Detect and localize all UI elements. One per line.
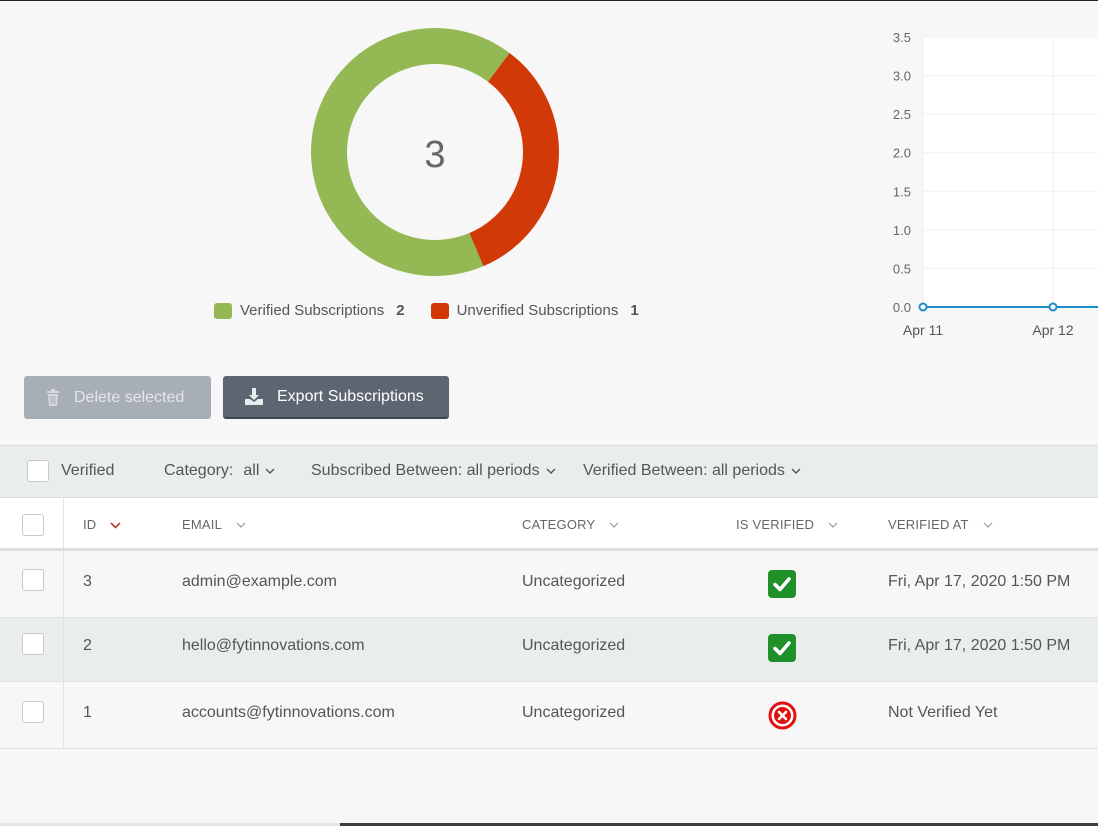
series-point[interactable] xyxy=(918,302,928,312)
subscriptions-table: ID EMAIL CATEGORY IS VERIFIED VERIFIED A… xyxy=(0,498,1098,749)
row-select-cell xyxy=(0,551,64,617)
chevron-down-icon xyxy=(791,462,801,480)
chevron-down-icon xyxy=(236,517,246,532)
top-border xyxy=(0,0,1098,1)
row-checkbox[interactable] xyxy=(22,569,44,591)
row-select-cell xyxy=(0,682,64,748)
y-tick-label: 2.5 xyxy=(893,107,911,122)
row-email: hello@fytinnovations.com xyxy=(182,637,365,654)
row-verified-at: Fri, Apr 17, 2020 1:50 PM xyxy=(888,573,1071,590)
sort-desc-icon xyxy=(110,517,121,532)
row-id: 2 xyxy=(83,637,92,654)
x-axis-ticks: Apr 11 Apr 12 xyxy=(903,37,1074,338)
line-chart-plot-area xyxy=(923,37,1098,307)
category-filter-dropdown[interactable]: Category: all xyxy=(164,462,275,480)
y-tick-label: 3.5 xyxy=(893,30,911,45)
y-tick-label: 0.5 xyxy=(893,261,911,276)
chevron-down-icon xyxy=(983,517,993,532)
table-row[interactable]: 1 accounts@fytinnovations.com Uncategori… xyxy=(0,682,1098,749)
column-header-is-verified-label: IS VERIFIED xyxy=(736,517,815,532)
y-tick-label: 3.0 xyxy=(893,69,911,84)
verified-check-icon xyxy=(768,634,796,667)
row-verified-at: Fri, Apr 17, 2020 1:50 PM xyxy=(888,637,1071,654)
row-verified-at: Not Verified Yet xyxy=(888,704,998,721)
row-email: accounts@fytinnovations.com xyxy=(182,704,395,721)
trash-icon xyxy=(46,389,60,406)
category-filter-label: Category: xyxy=(164,462,234,479)
chevron-down-icon xyxy=(265,462,275,480)
subscribed-between-dropdown[interactable]: Subscribed Between: all periods xyxy=(311,462,556,480)
delete-selected-label: Delete selected xyxy=(74,388,185,406)
select-all-cell xyxy=(0,498,64,548)
column-header-category[interactable]: CATEGORY xyxy=(522,517,619,532)
verified-check-icon xyxy=(768,570,796,603)
legend-swatch-unverified xyxy=(430,302,449,319)
column-header-email-label: EMAIL xyxy=(182,517,223,532)
line-series xyxy=(918,302,1098,312)
verified-between-dropdown[interactable]: Verified Between: all periods xyxy=(583,462,801,480)
row-checkbox[interactable] xyxy=(22,633,44,655)
y-tick-label: 1.0 xyxy=(893,223,911,238)
download-icon xyxy=(245,388,263,405)
verified-filter-checkbox[interactable] xyxy=(27,460,49,482)
subscriptions-donut-chart: 3 xyxy=(311,27,559,276)
row-id: 1 xyxy=(83,704,92,721)
export-subscriptions-button[interactable]: Export Subscriptions xyxy=(223,376,449,419)
row-category: Uncategorized xyxy=(522,573,626,590)
donut-segment-verified[interactable] xyxy=(311,27,510,276)
y-tick-label: 0.0 xyxy=(893,300,911,315)
column-header-is-verified[interactable]: IS VERIFIED xyxy=(736,517,838,532)
legend-item-unverified[interactable]: Unverified Subscriptions 1 xyxy=(430,302,639,319)
table-row[interactable]: 2 hello@fytinnovations.com Uncategorized… xyxy=(0,618,1098,682)
bottom-border xyxy=(0,823,1098,826)
chevron-down-icon xyxy=(828,517,838,532)
row-select-cell xyxy=(0,618,64,681)
subscriptions-line-chart: 3.5 3.0 2.5 2.0 1.5 1.0 0.5 0.0 Apr 11 Apr 12 xyxy=(893,30,1098,338)
select-all-checkbox[interactable] xyxy=(22,514,44,536)
filter-bar: Verified Category: all Subscribed Betwee… xyxy=(0,445,1098,498)
unverified-x-icon xyxy=(768,701,797,735)
series-point[interactable] xyxy=(1048,302,1058,312)
chevron-down-icon xyxy=(546,462,556,480)
verified-filter-label: Verified xyxy=(61,462,115,479)
donut-center-value: 3 xyxy=(424,134,445,176)
row-category: Uncategorized xyxy=(522,637,626,654)
row-checkbox[interactable] xyxy=(22,701,44,723)
column-header-verified-at[interactable]: VERIFIED AT xyxy=(888,517,993,532)
donut-legend: Verified Subscriptions 2 Unverified Subs… xyxy=(214,302,665,319)
row-category: Uncategorized xyxy=(522,704,626,721)
column-header-id[interactable]: ID xyxy=(83,517,121,532)
table-header: ID EMAIL CATEGORY IS VERIFIED VERIFIED A… xyxy=(0,498,1098,551)
x-tick-label: Apr 11 xyxy=(903,322,943,338)
subscribed-between-label: Subscribed Between: all periods xyxy=(311,462,540,479)
column-header-email[interactable]: EMAIL xyxy=(182,517,246,532)
category-filter-value: all xyxy=(243,462,260,479)
legend-label-verified: Verified Subscriptions xyxy=(240,302,385,319)
column-header-id-label: ID xyxy=(83,517,97,532)
verified-between-label: Verified Between: all periods xyxy=(583,462,785,479)
table-row[interactable]: 3 admin@example.com Uncategorized Fri, A… xyxy=(0,551,1098,618)
verified-filter[interactable]: Verified xyxy=(27,460,114,482)
legend-swatch-verified xyxy=(214,302,232,319)
delete-selected-button[interactable]: Delete selected xyxy=(24,376,211,419)
export-subscriptions-label: Export Subscriptions xyxy=(277,387,424,405)
legend-count-unverified: 1 xyxy=(630,302,639,319)
column-header-category-label: CATEGORY xyxy=(522,517,596,532)
row-email: admin@example.com xyxy=(182,573,337,590)
x-tick-label: Apr 12 xyxy=(1032,322,1073,338)
legend-item-verified[interactable]: Verified Subscriptions 2 xyxy=(214,302,405,319)
column-header-verified-at-label: VERIFIED AT xyxy=(888,517,969,532)
y-tick-label: 1.5 xyxy=(893,184,911,199)
legend-label-unverified: Unverified Subscriptions xyxy=(456,302,619,319)
row-id: 3 xyxy=(83,573,92,590)
chevron-down-icon xyxy=(609,517,619,532)
y-tick-label: 2.0 xyxy=(893,146,911,161)
donut-segment-unverified[interactable] xyxy=(469,52,559,267)
legend-count-verified: 2 xyxy=(396,302,405,319)
